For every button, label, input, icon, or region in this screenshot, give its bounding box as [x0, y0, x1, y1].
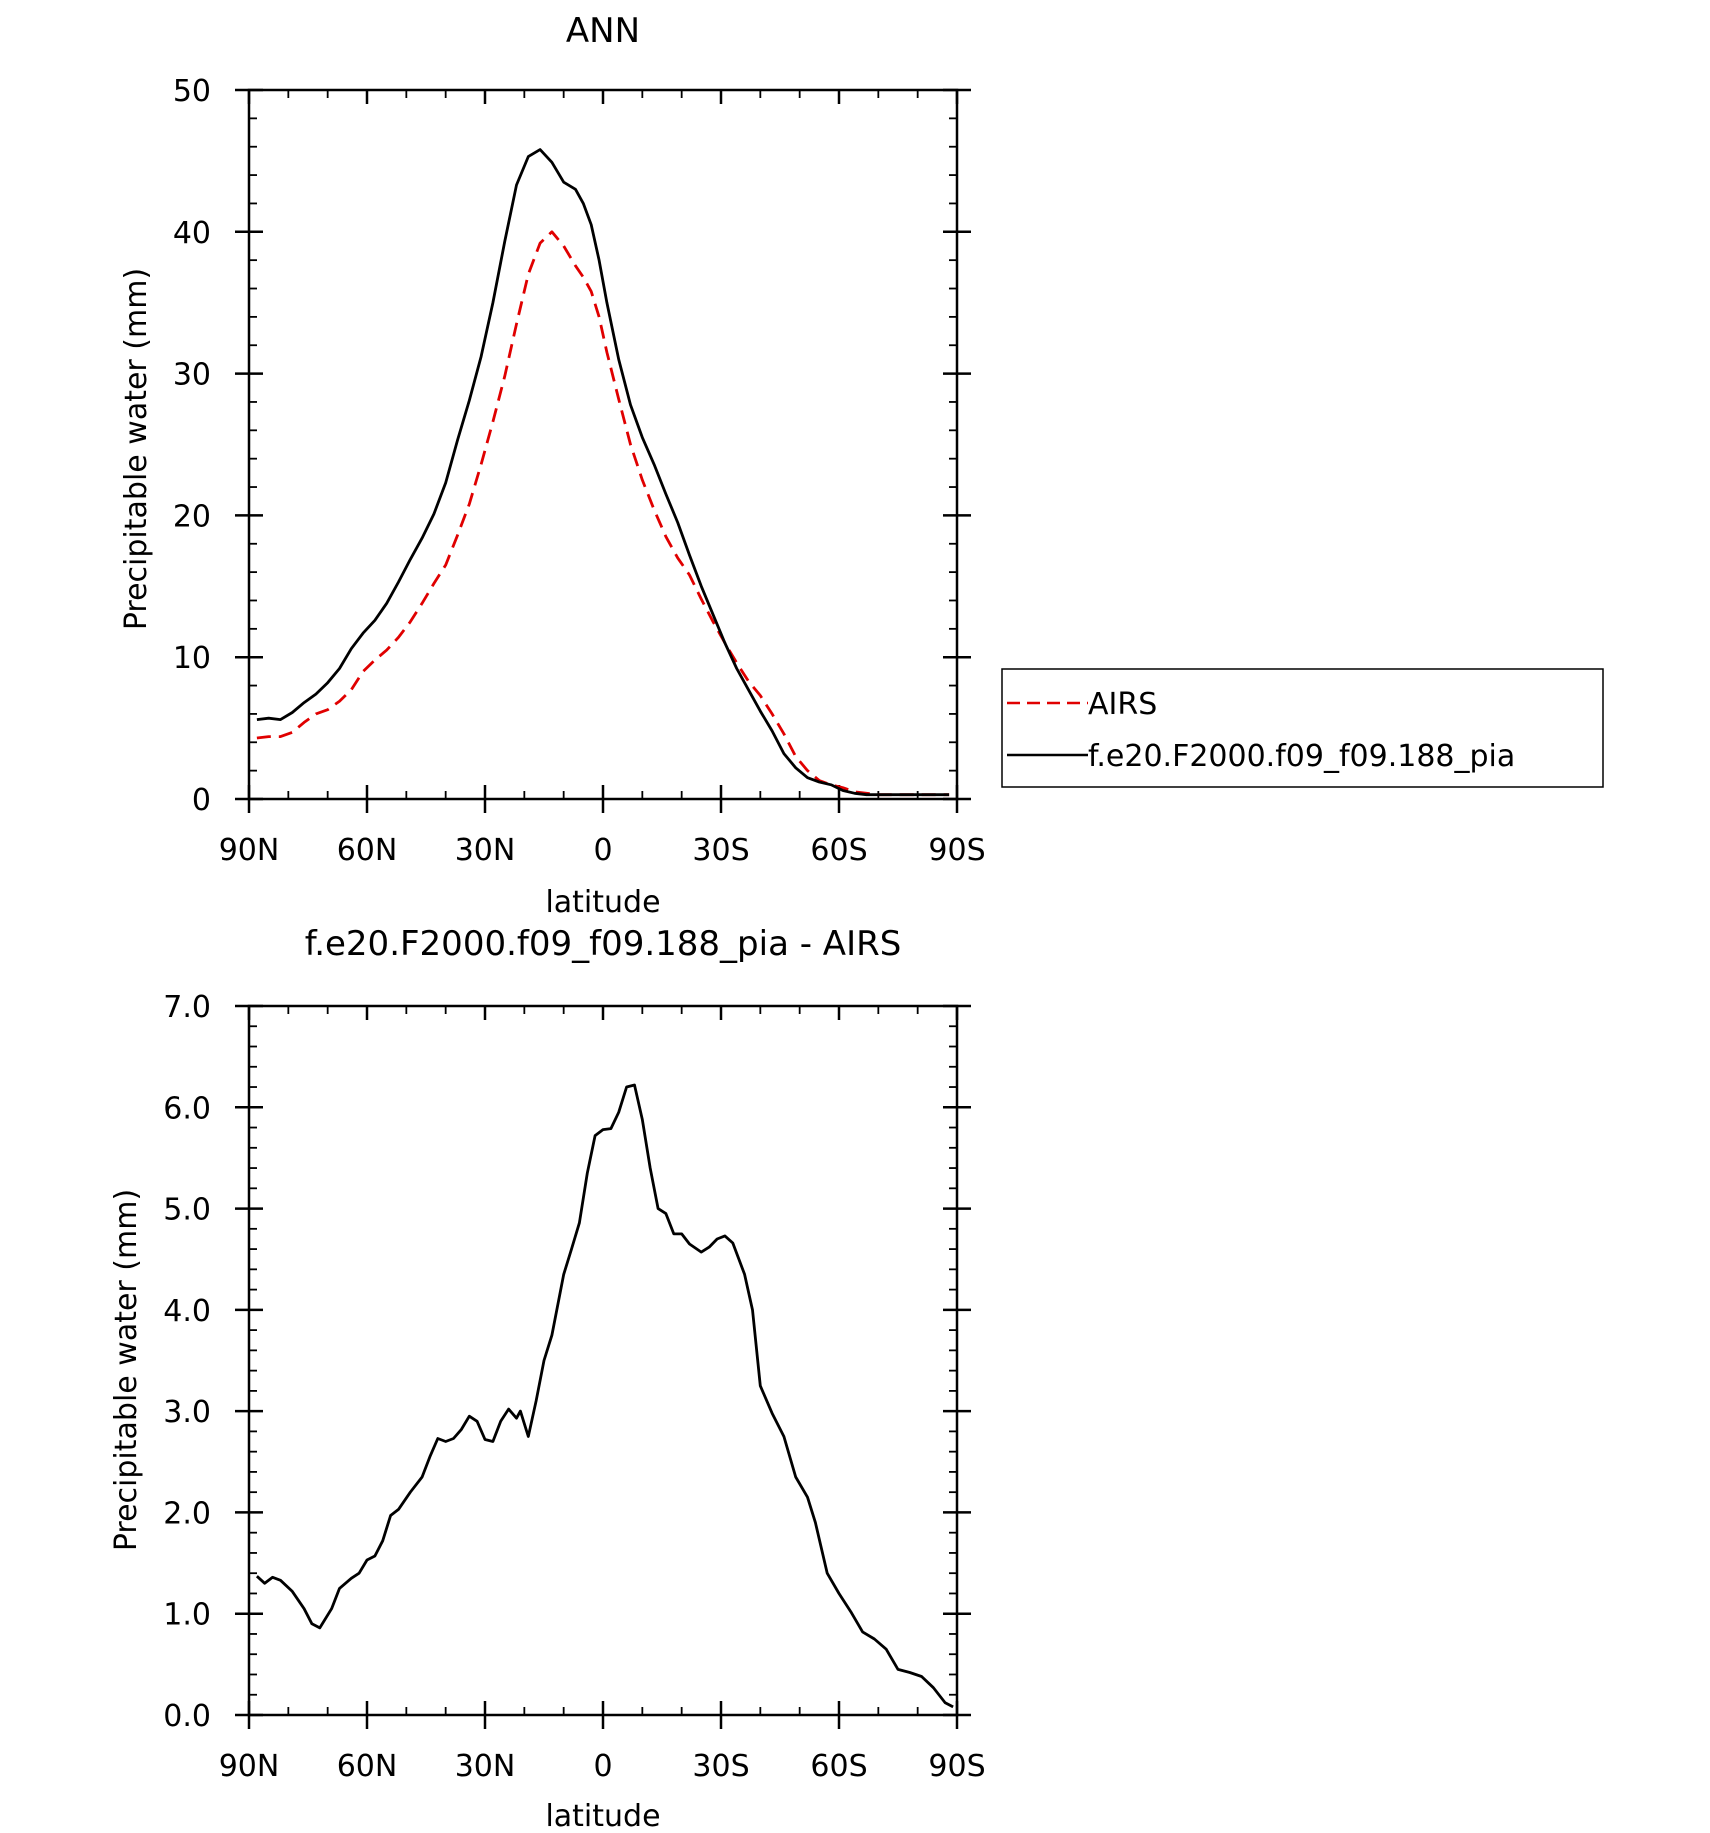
- top-y-tick-label: 50: [173, 74, 211, 109]
- bottom-axis-ticks: [235, 1004, 971, 1729]
- top-x-tick-label: 30S: [692, 833, 749, 868]
- top-x-tick-label: 0: [593, 833, 612, 868]
- top-x-tick-label: 30N: [455, 833, 516, 868]
- bottom-y-tick-label: 2.0: [163, 1496, 211, 1531]
- top-series-line-f-e20-f2000-f09-f09-188-pia: [256, 148, 950, 797]
- bottom-y-tick-label: 6.0: [163, 1091, 211, 1126]
- bottom-series-line-0: [255, 1083, 954, 1709]
- bottom-x-tick-label: 60N: [337, 1749, 398, 1784]
- bottom-x-tick-label: 90N: [219, 1749, 280, 1784]
- top-y-tick-label: 0: [192, 783, 211, 818]
- bottom-x-tick-label: 30N: [455, 1749, 516, 1784]
- bottom-plot-frame: [247, 1004, 959, 1717]
- top-series-line-airs: [256, 230, 950, 797]
- top-x-tick-label: 90N: [219, 833, 280, 868]
- top-x-tick-label: 60N: [337, 833, 398, 868]
- top-x-tick-label: 90S: [928, 833, 985, 868]
- top-plot-frame: [247, 88, 959, 801]
- bottom-y-tick-label: 1.0: [163, 1598, 211, 1633]
- legend: AIRS f.e20.F2000.f09_f09.188_pia: [1001, 668, 1604, 788]
- top-y-tick-labels: 0 10 20 30 40 50: [173, 74, 211, 818]
- top-x-tick-labels: 90N 60N 30N 0 30S 60S 90S: [219, 833, 986, 868]
- legend-label-airs: AIRS: [1088, 687, 1157, 722]
- top-y-tick-label: 40: [173, 216, 211, 251]
- bottom-y-tick-label: 0.0: [163, 1699, 211, 1734]
- bottom-x-axis-label: latitude: [545, 1799, 660, 1833]
- bottom-y-tick-label: 5.0: [163, 1193, 211, 1228]
- bottom-series-group: [255, 1083, 954, 1709]
- top-series-group: [256, 148, 950, 797]
- top-y-tick-label: 10: [173, 641, 211, 676]
- bottom-y-tick-labels: 0.0 1.0 2.0 3.0 4.0 5.0 6.0 7.0: [163, 990, 211, 1734]
- bottom-y-tick-label: 7.0: [163, 990, 211, 1025]
- bottom-x-tick-label: 90S: [928, 1749, 985, 1784]
- bottom-y-axis-label: Precipitable water (mm): [109, 1189, 144, 1551]
- top-y-axis-label: Precipitable water (mm): [119, 268, 154, 630]
- bottom-x-tick-label: 30S: [692, 1749, 749, 1784]
- top-y-tick-label: 20: [173, 499, 211, 534]
- legend-box: [1001, 668, 1604, 788]
- bottom-chart-title: f.e20.F2000.f09_f09.188_pia - AIRS: [305, 924, 902, 964]
- bottom-x-tick-labels: 90N 60N 30N 0 30S 60S 90S: [219, 1749, 986, 1784]
- top-axis-ticks: [235, 88, 971, 813]
- legend-label-model: f.e20.F2000.f09_f09.188_pia: [1088, 739, 1515, 774]
- bottom-x-tick-label: 0: [593, 1749, 612, 1784]
- bottom-x-tick-label: 60S: [810, 1749, 867, 1784]
- top-x-axis-label: latitude: [545, 885, 660, 920]
- top-panel: ANN 0 10 20 30 40 50 90N 60N 30N 0 30S 60S 90S lati…: [119, 11, 1604, 920]
- top-x-tick-label: 60S: [810, 833, 867, 868]
- bottom-y-tick-label: 3.0: [163, 1395, 211, 1430]
- bottom-y-tick-label: 4.0: [163, 1294, 211, 1329]
- bottom-panel: f.e20.F2000.f09_f09.188_pia - AIRS 0.0 1.…: [109, 924, 986, 1833]
- top-chart-title: ANN: [566, 11, 640, 51]
- top-y-tick-label: 30: [173, 358, 211, 393]
